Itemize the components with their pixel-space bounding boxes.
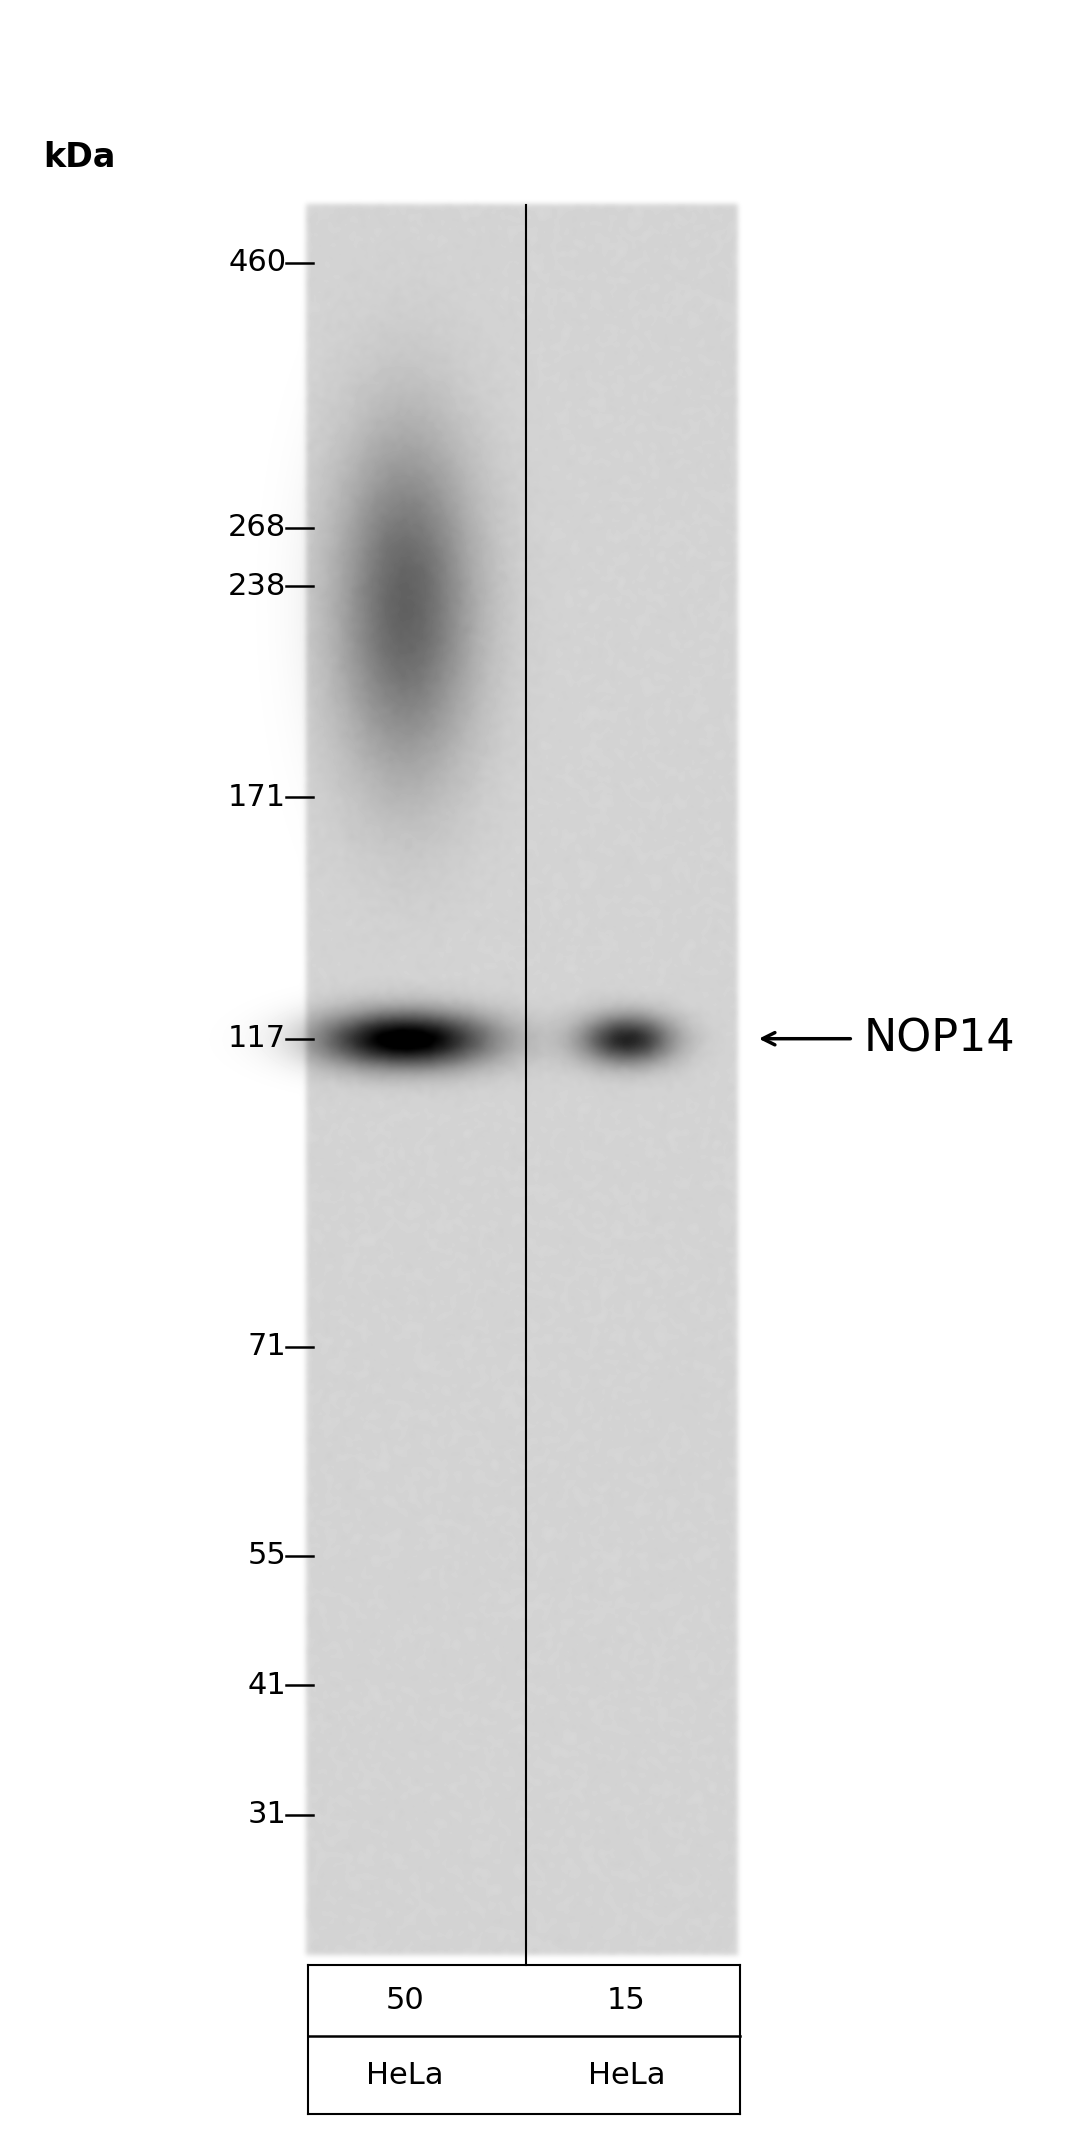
Text: kDa: kDa <box>43 140 116 175</box>
Text: 460: 460 <box>228 248 286 278</box>
Text: 71: 71 <box>247 1332 286 1362</box>
Text: 238: 238 <box>228 571 286 601</box>
Text: 268: 268 <box>228 513 286 543</box>
Text: NOP14: NOP14 <box>864 1017 1015 1060</box>
Text: 55: 55 <box>247 1541 286 1571</box>
Text: HeLa: HeLa <box>366 2060 444 2090</box>
Text: 15: 15 <box>607 1987 646 2015</box>
Text: HeLa: HeLa <box>588 2060 665 2090</box>
Text: 117: 117 <box>228 1024 286 1054</box>
Text: 50: 50 <box>386 1987 424 2015</box>
Text: 41: 41 <box>247 1670 286 1700</box>
Text: 31: 31 <box>247 1799 286 1830</box>
Text: 171: 171 <box>228 782 286 812</box>
